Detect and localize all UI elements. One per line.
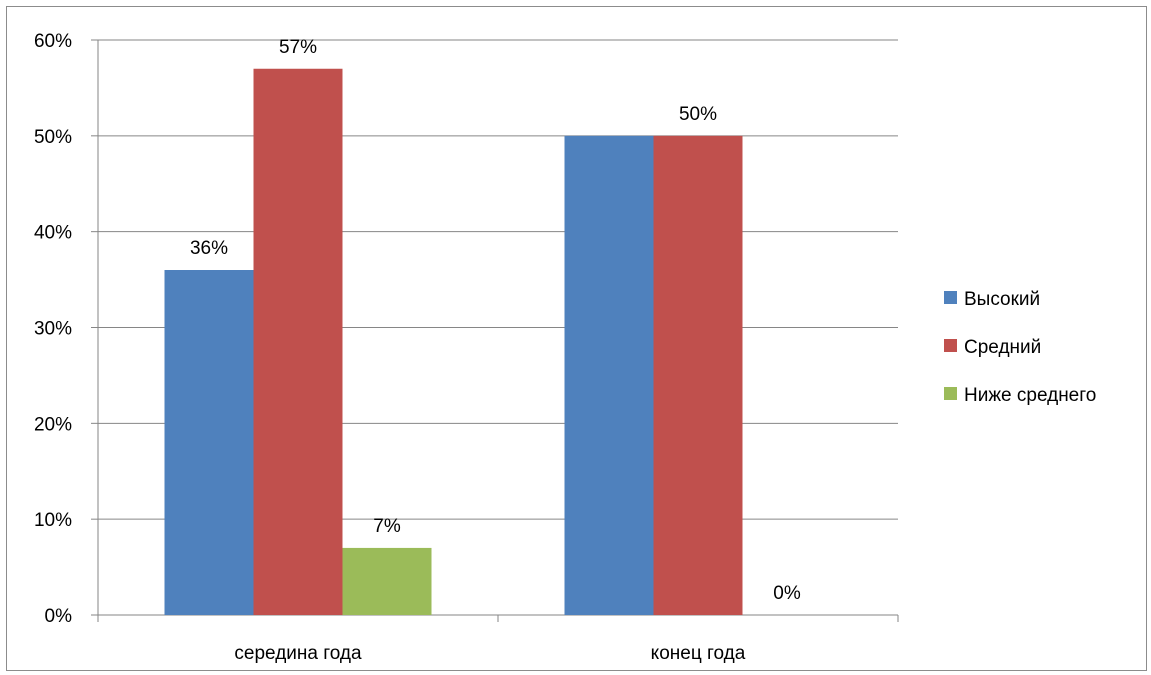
y-tick-label: 30% [34,319,72,340]
legend-label: Средний [964,337,1041,358]
x-category-label: конец года [651,643,746,664]
x-category-label: середина года [234,643,362,664]
legend-swatch [944,339,957,352]
bar [565,136,654,615]
bar [254,69,343,615]
bar [165,270,254,615]
y-tick-label: 0% [45,606,73,627]
y-tick-label: 50% [34,127,72,148]
data-label: 7% [373,516,401,537]
bar [654,136,743,615]
data-label: 50% [679,104,717,125]
legend-label: Высокий [964,289,1040,310]
y-tick-label: 40% [34,223,72,244]
legend-swatch [944,291,957,304]
y-tick-label: 20% [34,414,72,435]
y-tick-label: 10% [34,510,72,531]
y-tick-label: 60% [34,31,72,52]
bar [343,548,432,615]
data-label: 0% [773,583,801,604]
legend-label: Ниже среднего [964,385,1096,406]
data-label: 57% [279,37,317,58]
legend-swatch [944,387,957,400]
data-label: 36% [190,238,228,259]
